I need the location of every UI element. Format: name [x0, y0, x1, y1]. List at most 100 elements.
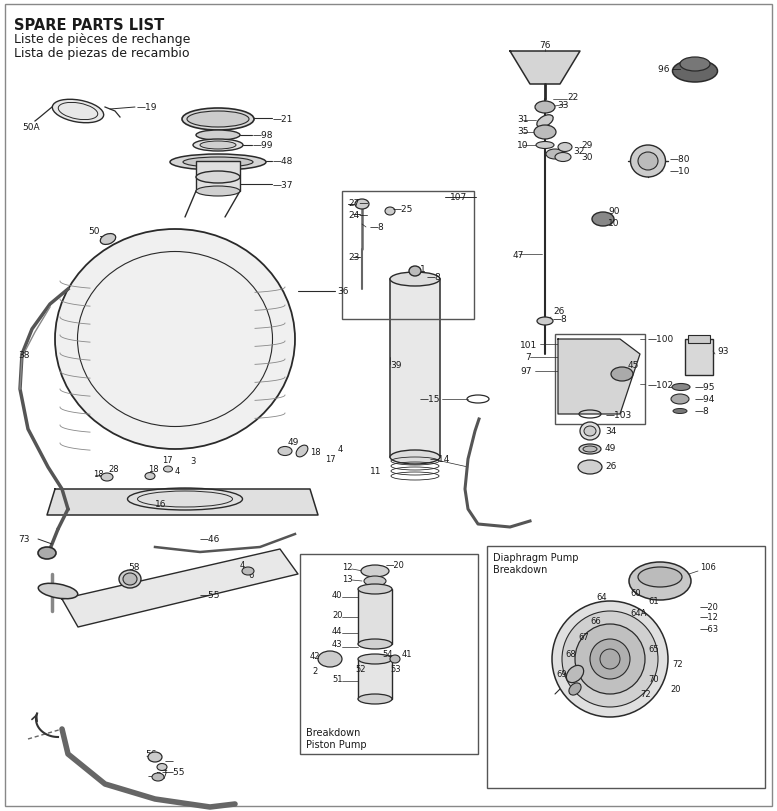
Text: —25: —25: [393, 205, 413, 214]
Ellipse shape: [361, 565, 389, 577]
Ellipse shape: [390, 655, 400, 663]
Text: —20: —20: [386, 560, 405, 569]
Text: 58: 58: [128, 563, 140, 572]
Ellipse shape: [555, 153, 571, 162]
Text: 72: 72: [640, 689, 650, 698]
Text: 33: 33: [557, 101, 569, 109]
Text: 36: 36: [337, 287, 349, 296]
Text: —8: —8: [370, 223, 385, 232]
Polygon shape: [558, 340, 640, 414]
Ellipse shape: [537, 116, 553, 128]
Ellipse shape: [580, 423, 600, 440]
Polygon shape: [47, 489, 318, 515]
Text: 97: 97: [520, 367, 531, 376]
Ellipse shape: [196, 131, 240, 141]
Text: —10: —10: [670, 167, 691, 176]
Ellipse shape: [385, 208, 395, 216]
Ellipse shape: [52, 100, 103, 123]
Text: 23: 23: [348, 253, 360, 262]
Bar: [342, 191, 474, 320]
Ellipse shape: [673, 61, 717, 83]
Text: —94: —94: [695, 395, 716, 404]
Text: —57: —57: [148, 771, 169, 780]
Ellipse shape: [358, 639, 392, 649]
Text: 76: 76: [539, 41, 551, 49]
Ellipse shape: [187, 112, 249, 128]
Text: —12: —12: [700, 613, 719, 622]
Text: 66: 66: [590, 616, 601, 626]
Text: —55: —55: [165, 767, 186, 777]
Ellipse shape: [119, 570, 141, 588]
Ellipse shape: [546, 150, 564, 160]
Ellipse shape: [537, 318, 553, 325]
Ellipse shape: [38, 584, 78, 599]
Ellipse shape: [318, 651, 342, 667]
Text: 1: 1: [420, 265, 426, 274]
Text: —103: —103: [606, 410, 632, 419]
Ellipse shape: [390, 450, 440, 465]
Text: 47: 47: [513, 250, 524, 260]
Text: 73: 73: [18, 534, 30, 544]
Text: 4: 4: [240, 560, 246, 569]
Text: 4: 4: [162, 765, 168, 774]
Ellipse shape: [592, 212, 614, 227]
Ellipse shape: [638, 568, 682, 587]
Ellipse shape: [630, 146, 665, 178]
Text: 12: 12: [342, 563, 353, 572]
Text: 20: 20: [332, 610, 343, 619]
Text: Breakdown: Breakdown: [306, 727, 361, 737]
Ellipse shape: [558, 144, 572, 152]
Ellipse shape: [358, 654, 392, 664]
Text: 6: 6: [248, 570, 253, 579]
Ellipse shape: [101, 474, 113, 482]
Text: 32: 32: [573, 148, 584, 157]
Text: 34: 34: [605, 427, 616, 436]
Text: —21: —21: [273, 114, 294, 123]
Ellipse shape: [672, 384, 690, 391]
Text: —48: —48: [273, 157, 294, 166]
Text: 4: 4: [175, 467, 180, 476]
Text: —20: —20: [700, 603, 719, 611]
Text: 17: 17: [325, 455, 336, 464]
Text: 43: 43: [332, 640, 343, 649]
Ellipse shape: [355, 200, 369, 210]
Text: 38: 38: [18, 350, 30, 359]
Text: 64: 64: [596, 593, 607, 602]
Ellipse shape: [680, 58, 710, 72]
Ellipse shape: [163, 466, 172, 473]
Ellipse shape: [182, 109, 254, 131]
Bar: [358, 659, 392, 699]
Ellipse shape: [638, 152, 658, 171]
Text: 93: 93: [717, 347, 729, 356]
Ellipse shape: [611, 367, 633, 381]
Text: 22: 22: [567, 92, 578, 101]
Circle shape: [600, 649, 620, 669]
Text: 67: 67: [578, 633, 589, 642]
Ellipse shape: [145, 473, 155, 480]
Circle shape: [590, 639, 630, 679]
Text: —102: —102: [648, 380, 674, 389]
Text: Liste de pièces de rechange: Liste de pièces de rechange: [14, 33, 190, 46]
Text: 45: 45: [628, 360, 639, 369]
Text: —8: —8: [427, 273, 442, 282]
Text: 4: 4: [338, 445, 343, 454]
Text: Breakdown: Breakdown: [493, 564, 547, 574]
Text: 18: 18: [93, 470, 103, 479]
Ellipse shape: [296, 445, 308, 457]
Text: 10: 10: [608, 219, 619, 228]
Ellipse shape: [148, 752, 162, 762]
Bar: [358, 590, 392, 644]
Ellipse shape: [364, 577, 386, 586]
Text: 35: 35: [517, 127, 528, 136]
Ellipse shape: [193, 139, 243, 152]
Ellipse shape: [152, 773, 164, 781]
Text: Lista de piezas de recambio: Lista de piezas de recambio: [14, 47, 190, 60]
Text: 52: 52: [355, 665, 365, 674]
Text: 18: 18: [148, 465, 159, 474]
Bar: [487, 547, 765, 788]
Bar: [555, 335, 645, 424]
Text: 13: 13: [342, 575, 353, 584]
Text: —63: —63: [700, 624, 720, 633]
Text: 18: 18: [310, 448, 321, 457]
Text: —15: —15: [420, 395, 440, 404]
